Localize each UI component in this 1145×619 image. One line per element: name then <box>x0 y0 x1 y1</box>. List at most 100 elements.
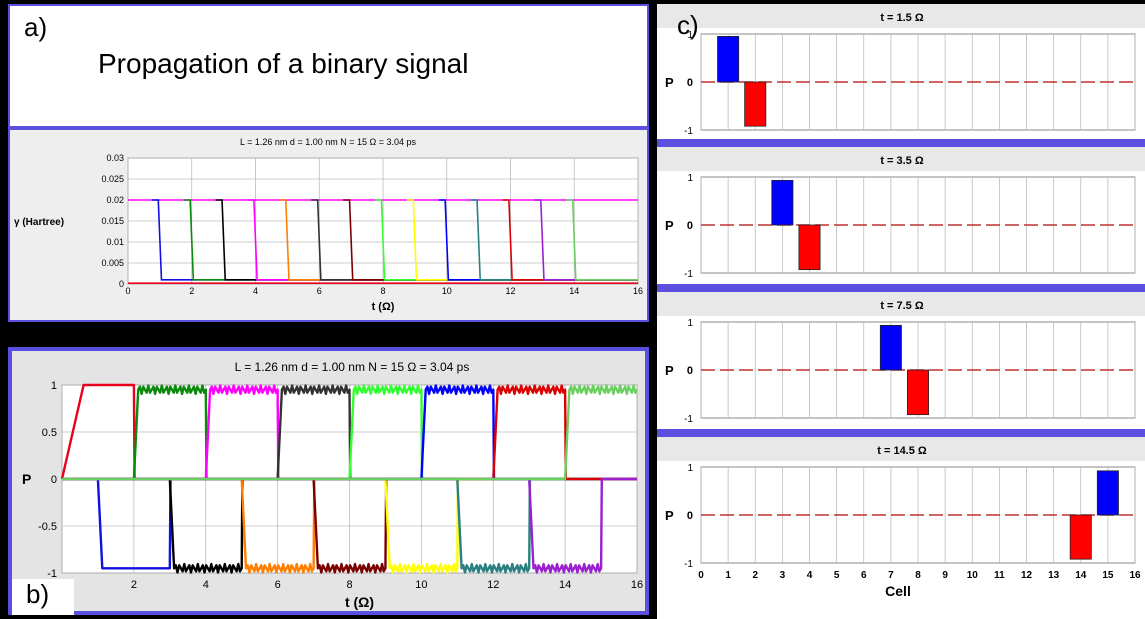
chart-b-series-line <box>62 384 637 481</box>
chart-a-xtick-label: 10 <box>442 286 452 296</box>
chart-b-series-line <box>62 384 637 481</box>
chart-c-xtick-label: 7 <box>888 570 894 581</box>
chart-b-ytick-label: 0 <box>51 474 57 486</box>
chart-c-header-bg <box>657 4 1145 28</box>
figure-title: Propagation of a binary signal <box>98 48 469 79</box>
chart-b-series-line <box>62 384 637 481</box>
chart-c-bar <box>879 324 902 371</box>
chart-c-ytick-label: 1 <box>687 463 693 474</box>
panel-a-chart: L = 1.26 nm d = 1.00 nm N = 15 Ω = 3.04 … <box>8 128 649 322</box>
chart-c-bar <box>1069 514 1092 560</box>
chart-c-xtick-label: 6 <box>861 570 867 581</box>
chart-c-bar <box>717 36 740 83</box>
chart-a-svg: L = 1.26 nm d = 1.00 nm N = 15 Ω = 3.04 … <box>14 137 643 313</box>
chart-c-xtick-label: 16 <box>1129 570 1141 581</box>
chart-b-series-line <box>62 384 637 481</box>
chart-c-ytick-label: 1 <box>687 318 693 329</box>
chart-c-xtick-label: 4 <box>807 570 813 581</box>
chart-c-xtick-label: 0 <box>698 570 704 581</box>
chart-a-xtick-label: 4 <box>253 286 258 296</box>
chart-a-xtick-label: 8 <box>380 286 385 296</box>
chart-a-ytick-label: 0.025 <box>101 174 124 184</box>
chart-a-ytick-label: 0 <box>119 279 124 289</box>
chart-a-ytick-label: 0.02 <box>106 195 124 205</box>
chart-c-ytick-label: 1 <box>687 173 693 184</box>
chart-c-xtick-label: 8 <box>915 570 921 581</box>
chart-c-bar <box>907 369 929 416</box>
chart-c-ylabel: P <box>665 508 674 523</box>
chart-c-header: t = 14.5 Ω <box>877 445 927 457</box>
chart-c-xlabel: Cell <box>885 583 911 599</box>
chart-b-xtick-label: 14 <box>559 579 571 591</box>
chart-c-ytick-label: 0 <box>687 220 693 232</box>
chart-b-ytick-label: -0.5 <box>38 521 57 533</box>
chart-c-header-bg <box>657 292 1145 316</box>
chart-a-ytick-label: 0.03 <box>106 153 124 163</box>
chart-a-xtick-label: 14 <box>569 286 579 296</box>
chart-b-xtick-label: 10 <box>415 579 427 591</box>
chart-c-ylabel: P <box>665 363 674 378</box>
chart-c-ytick-label: 1 <box>687 30 693 41</box>
chart-b-ytick-label: -1 <box>47 568 57 580</box>
chart-b-series-line <box>62 477 637 574</box>
chart-a-series-line <box>566 199 638 281</box>
chart-a-xtick-label: 12 <box>505 286 515 296</box>
chart-b-series-line <box>62 477 637 570</box>
chart-c-xtick-label: 9 <box>942 570 948 581</box>
chart-c-header: t = 1.5 Ω <box>880 12 924 24</box>
chart-b-xtick-label: 16 <box>631 579 643 591</box>
panel-b-label: b) <box>12 579 74 615</box>
chart-a-xtick-label: 2 <box>189 286 194 296</box>
chart-b-ytick-label: 0.5 <box>42 427 57 439</box>
chart-c-xtick-label: 15 <box>1102 570 1114 581</box>
chart-b-header: L = 1.26 nm d = 1.00 nm N = 15 Ω = 3.04 … <box>235 360 470 374</box>
panel-b-chart: L = 1.26 nm d = 1.00 nm N = 15 Ω = 3.04 … <box>8 347 649 615</box>
panel-c-separator <box>657 284 1145 292</box>
chart-c-svg: t = 1.5 Ω10-1Pt = 3.5 Ω10-1Pt = 7.5 Ω10-… <box>657 4 1145 599</box>
panel-a-label: a) <box>24 12 48 42</box>
panel-c-separator <box>657 139 1145 147</box>
chart-a-xlabel: t (Ω) <box>372 301 395 313</box>
chart-c-xtick-label: 12 <box>1021 570 1033 581</box>
chart-b-series-line <box>62 477 637 574</box>
chart-b-ytick-label: 1 <box>51 380 57 392</box>
chart-a-header: L = 1.26 nm d = 1.00 nm N = 15 Ω = 3.04 … <box>240 137 417 147</box>
chart-c-bar <box>744 81 767 127</box>
chart-b-svg: L = 1.26 nm d = 1.00 nm N = 15 Ω = 3.04 … <box>22 360 643 610</box>
chart-c-header: t = 7.5 Ω <box>880 300 924 312</box>
chart-b-series-line <box>62 477 637 574</box>
chart-a-xtick-label: 16 <box>633 286 643 296</box>
chart-c-ytick-label: 0 <box>687 510 693 522</box>
chart-c-header-bg <box>657 437 1145 461</box>
chart-c-xtick-label: 5 <box>834 570 840 581</box>
chart-c-bar <box>771 179 794 226</box>
chart-c-xtick-label: 11 <box>994 570 1005 581</box>
chart-b-series-line <box>62 384 639 481</box>
chart-a-xtick-label: 0 <box>125 286 130 296</box>
chart-c-header-bg <box>657 147 1145 171</box>
chart-b-ylabel: P <box>22 471 31 487</box>
chart-c-xtick-label: 3 <box>780 570 786 581</box>
chart-b-series-line <box>62 477 637 574</box>
chart-c-xtick-label: 10 <box>967 570 979 581</box>
chart-b-xlabel: t (Ω) <box>345 594 374 610</box>
chart-b-xtick-label: 12 <box>487 579 499 591</box>
chart-c-bar <box>1096 470 1119 516</box>
chart-b-series-line <box>62 384 637 481</box>
chart-a-xtick-label: 6 <box>317 286 322 296</box>
chart-c-ylabel: P <box>665 218 674 233</box>
chart-c-xtick-label: 1 <box>725 570 731 581</box>
chart-b-xtick-label: 2 <box>131 579 137 591</box>
chart-a-ytick-label: 0.015 <box>101 216 124 226</box>
panel-c-label: c) <box>677 10 699 40</box>
chart-a-ytick-label: 0.01 <box>106 237 124 247</box>
panel-a-title-area: a) Propagation of a binary signal <box>8 4 649 128</box>
chart-c-header: t = 3.5 Ω <box>880 155 924 167</box>
chart-a-ytick-label: 0.005 <box>101 258 124 268</box>
chart-b-series-line <box>62 384 637 481</box>
panel-c-separator <box>657 429 1145 437</box>
chart-c-ytick-label: -1 <box>684 269 693 280</box>
chart-c-xtick-label: 14 <box>1075 570 1087 581</box>
chart-c-xtick-label: 13 <box>1048 570 1060 581</box>
chart-b-series-line <box>62 477 637 574</box>
